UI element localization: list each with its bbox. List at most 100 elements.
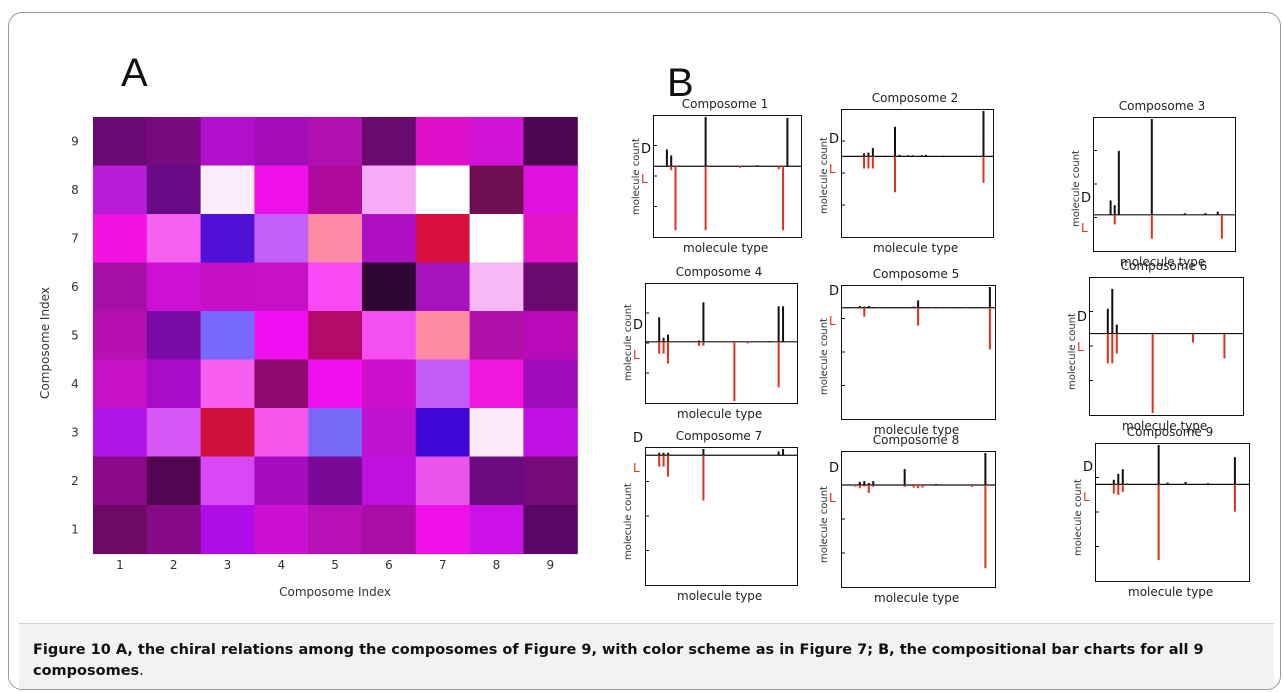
heatmap-cell-r5-c5 — [308, 311, 363, 361]
plot-frame — [841, 451, 996, 588]
heatmap-cell-r9-c3 — [200, 117, 255, 167]
bar-l — [1233, 484, 1236, 512]
bar-d — [670, 155, 673, 167]
composome-x-axis-label: molecule type — [683, 241, 769, 255]
bar-l — [782, 166, 785, 231]
heatmap-cell-r6-c4 — [254, 262, 309, 312]
bar-l — [733, 341, 736, 401]
bar-d — [782, 449, 785, 456]
composome-plot-area — [841, 451, 996, 588]
bar-d — [658, 317, 661, 342]
heatmap-cell-r7-c9 — [523, 214, 578, 264]
bar-d — [1117, 473, 1120, 485]
bar-d — [1184, 481, 1187, 485]
series-l-marker: L — [1077, 339, 1084, 354]
composome-chart-title: Composome 1 — [681, 97, 769, 111]
heatmap-cell-r5-c6 — [362, 311, 417, 361]
heatmap-y-tick: 7 — [71, 231, 79, 245]
bar-d — [858, 305, 861, 308]
heatmap-x-tick: 7 — [439, 558, 447, 572]
bar-d — [917, 300, 920, 308]
composome-chart-title: Composome 4 — [675, 265, 763, 279]
bar-d — [863, 481, 866, 485]
bar-d — [872, 481, 875, 485]
heatmap-cell-r3-c8 — [469, 408, 524, 458]
bar-d — [1204, 213, 1207, 215]
bar-d — [702, 449, 705, 456]
bar-l — [702, 341, 705, 346]
heatmap-y-tick: 5 — [71, 328, 79, 342]
bar-d — [1109, 200, 1112, 215]
bar-l — [984, 485, 987, 569]
heatmap-cell-r6-c6 — [362, 262, 417, 312]
bar-l — [1106, 333, 1109, 364]
series-d-marker: D — [829, 461, 840, 476]
series-l-marker: L — [829, 162, 836, 177]
heatmap-cell-r6-c9 — [523, 262, 578, 312]
bar-l — [988, 307, 991, 350]
series-l-marker: L — [1083, 490, 1090, 505]
bar-l — [777, 166, 780, 170]
bar-d — [777, 306, 780, 342]
heatmap-cell-r2-c8 — [469, 456, 524, 506]
heatmap-x-tick: 4 — [277, 558, 285, 572]
heatmap-cell-r4-c8 — [469, 359, 524, 409]
heatmap-cell-r8-c3 — [200, 165, 255, 215]
bar-l — [670, 166, 673, 171]
bar-d — [782, 306, 785, 342]
caption-rest-text: . — [139, 663, 144, 679]
bar-l — [1121, 484, 1124, 492]
bar-d — [777, 451, 780, 456]
composome-x-axis-label: molecule type — [874, 423, 960, 437]
bar-l — [1220, 214, 1223, 239]
bar-d — [1112, 479, 1115, 485]
heatmap-cell-r1-c8 — [469, 505, 524, 555]
series-d-marker: D — [829, 283, 840, 299]
composome-y-axis-label: molecule count — [1067, 313, 1078, 391]
bar-l — [667, 455, 670, 477]
bar-l — [1111, 333, 1114, 364]
heatmap-cell-r2-c1 — [93, 456, 148, 506]
composome-chart-title: Composome 2 — [871, 91, 959, 105]
heatmap-cell-r5-c3 — [200, 311, 255, 361]
bar-d — [1111, 288, 1114, 334]
bar-l — [970, 485, 973, 487]
heatmap-cell-r1-c1 — [93, 505, 148, 555]
heatmap-cell-r2-c4 — [254, 456, 309, 506]
bar-l — [658, 455, 661, 467]
composome-y-axis-label: molecule count — [623, 483, 634, 561]
heatmap-cell-r2-c5 — [308, 456, 363, 506]
composome-plot-area — [645, 447, 798, 586]
bar-d — [697, 340, 700, 342]
heatmap-cell-r6-c5 — [308, 262, 363, 312]
bar-l — [863, 307, 866, 317]
bar-d — [984, 453, 987, 485]
bar-l — [854, 307, 857, 309]
bar-d — [1126, 483, 1129, 485]
heatmap-cell-r1-c4 — [254, 505, 309, 555]
heatmap-cell-r5-c2 — [146, 311, 202, 361]
heatmap-cell-r4-c2 — [146, 359, 202, 409]
series-l-marker: L — [829, 313, 836, 328]
composome-plot-area — [653, 115, 802, 238]
bar-l — [777, 341, 780, 388]
composome-plot-area — [645, 283, 798, 404]
heatmap-cell-r4-c6 — [362, 359, 417, 409]
composome-x-axis-label: molecule type — [677, 589, 763, 603]
heatmap-cell-r7-c7 — [415, 214, 471, 264]
series-l-marker: L — [1081, 220, 1088, 235]
bar-d — [912, 306, 915, 308]
bar-d — [858, 481, 861, 485]
heatmap-y-tick: 2 — [71, 474, 79, 488]
bar-d — [1115, 324, 1118, 334]
series-d-marker: D — [641, 142, 652, 158]
heatmap-cell-r2-c3 — [200, 456, 255, 506]
composome-plot-area — [841, 285, 996, 420]
heatmap-cell-r9-c7 — [415, 117, 471, 167]
bar-l — [982, 156, 985, 183]
series-l-marker: L — [829, 491, 836, 505]
heatmap-cell-r5-c9 — [523, 311, 578, 361]
